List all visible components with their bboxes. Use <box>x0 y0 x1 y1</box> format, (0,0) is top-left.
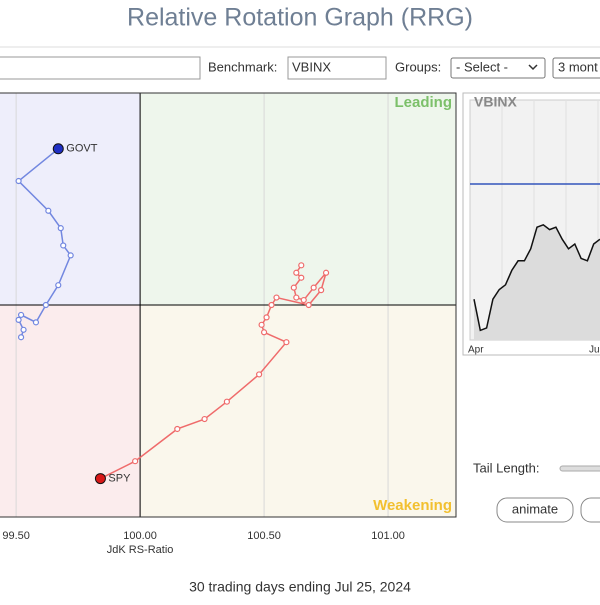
dropdown-arrow <box>528 64 538 71</box>
groups-select[interactable] <box>450 57 546 79</box>
x-tick-label: 100.00 <box>123 530 157 542</box>
x-tick-label: 101.00 <box>371 530 405 542</box>
benchmark-value: VBINX <box>292 59 331 74</box>
rrg-plot: 99.50 100.00 100.50 101.00 Leading Weakening J… <box>0 92 457 556</box>
lagging-quadrant <box>0 305 141 517</box>
tail-point <box>32 319 40 326</box>
footer-caption: 30 trading days ending Jul 25, 2024 <box>189 579 411 595</box>
tail-point <box>260 329 268 336</box>
tail-point <box>55 282 62 289</box>
tail-point <box>132 458 139 465</box>
tail-point <box>298 274 305 281</box>
tail-point <box>273 294 280 301</box>
tail-point <box>305 301 312 309</box>
tail-point <box>318 287 325 294</box>
mini-x-label: Ju <box>589 345 600 356</box>
leading-label: Leading <box>394 94 452 111</box>
weakening-quadrant <box>140 305 456 517</box>
tail-point <box>263 314 270 321</box>
page-title: Relative Rotation Graph (RRG) <box>127 4 473 32</box>
tail-point <box>290 284 297 291</box>
mini-title: VBINX <box>474 94 517 110</box>
plot-frame <box>0 92 457 518</box>
animate-button[interactable] <box>496 497 574 523</box>
tail-point <box>310 284 317 291</box>
tail-point <box>258 321 265 328</box>
tail-point <box>283 339 290 346</box>
period-value: 3 mont <box>558 59 598 74</box>
x-tick-label: 99.50 <box>2 530 30 542</box>
benchmark-label: Benchmark: <box>208 59 277 74</box>
head-point <box>94 473 106 485</box>
search-input[interactable] <box>0 56 201 80</box>
tail-point <box>293 269 300 276</box>
tail-point <box>322 269 330 276</box>
x-tick-label: 100.50 <box>247 530 281 542</box>
animate-label: animate <box>512 501 558 516</box>
tail-point <box>298 262 305 269</box>
tail-length-label: Tail Length: <box>473 460 540 475</box>
tail-point <box>45 207 52 214</box>
benchmark-input[interactable] <box>287 56 387 80</box>
mini-line <box>473 223 600 332</box>
tail-point <box>268 301 275 309</box>
groups-value: - Select - <box>456 59 508 74</box>
tail-point <box>42 301 49 309</box>
tail-point <box>57 225 64 232</box>
tail-point <box>201 415 208 423</box>
head-point <box>52 143 64 155</box>
tail-point <box>293 294 300 301</box>
tail-point <box>17 311 25 319</box>
x-axis-label: JdK RS-Ratio <box>107 544 174 556</box>
tail-point <box>67 252 74 259</box>
tail-point <box>223 398 230 405</box>
tail-line <box>100 264 327 480</box>
tail-point <box>256 371 263 378</box>
tail-point <box>60 242 67 249</box>
series-label: SPY <box>108 472 131 484</box>
tail-point <box>15 177 22 185</box>
tail-point <box>20 326 27 333</box>
benchmark-chart: VBINX Apr Ju <box>462 92 600 356</box>
groups-label: Groups: <box>395 59 441 74</box>
mini-area <box>474 224 600 340</box>
improving-quadrant <box>0 93 141 305</box>
tail-point <box>17 334 25 341</box>
tail-point <box>174 425 181 433</box>
period-select[interactable] <box>552 57 600 79</box>
weakening-label: Weakening <box>373 497 452 514</box>
mini-x-label: Apr <box>468 345 484 356</box>
tail-point <box>15 316 22 323</box>
series-label: GOVT <box>66 143 97 155</box>
tail-slider[interactable] <box>559 465 600 472</box>
tail-point <box>300 296 307 304</box>
next-button[interactable] <box>580 497 600 523</box>
header-bg <box>0 0 600 47</box>
